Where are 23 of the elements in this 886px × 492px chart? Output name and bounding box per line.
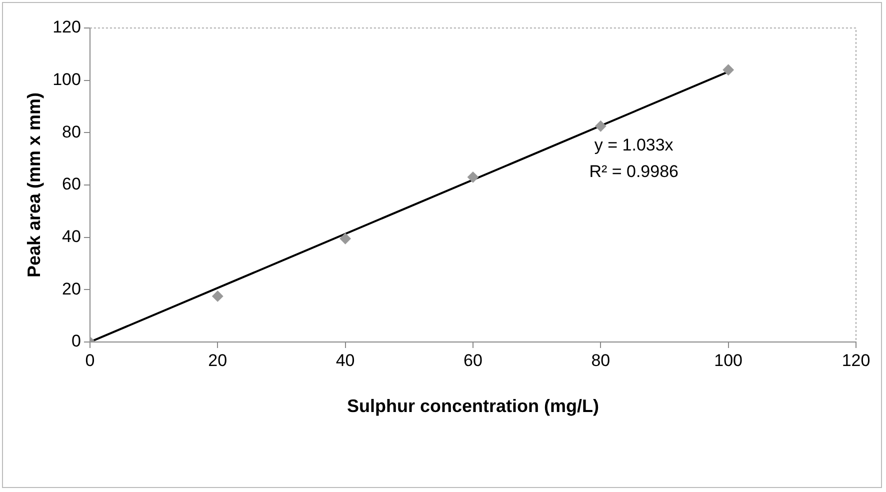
x-tick-label: 100 bbox=[714, 350, 743, 370]
x-tick-label: 0 bbox=[85, 350, 95, 370]
y-tick-label: 40 bbox=[62, 227, 81, 246]
y-tick-label: 100 bbox=[52, 70, 81, 90]
x-tick-label: 40 bbox=[336, 350, 355, 370]
point bbox=[722, 64, 734, 76]
y-tick-label: 0 bbox=[71, 332, 81, 351]
y-tick-label: 60 bbox=[62, 174, 81, 194]
x-tick-label: 120 bbox=[842, 350, 870, 370]
point bbox=[212, 290, 224, 302]
annotation: y = 1.033x bbox=[594, 135, 674, 154]
point bbox=[340, 233, 351, 244]
point bbox=[467, 172, 478, 183]
point bbox=[595, 120, 606, 132]
x-tick-label: 20 bbox=[208, 350, 228, 370]
y-axis-title: Peak area (mm x mm) bbox=[24, 92, 44, 278]
x-axis-title: Sulphur concentration (mg/L) bbox=[346, 396, 599, 416]
y-tick-label: 80 bbox=[62, 122, 81, 142]
y-tick-label: 120 bbox=[52, 18, 81, 37]
y-tick-label: 20 bbox=[62, 279, 81, 298]
annotation: R² = 0.9986 bbox=[589, 162, 679, 182]
x-tick-label: 80 bbox=[591, 350, 610, 370]
x-tick-label: 60 bbox=[464, 350, 482, 370]
